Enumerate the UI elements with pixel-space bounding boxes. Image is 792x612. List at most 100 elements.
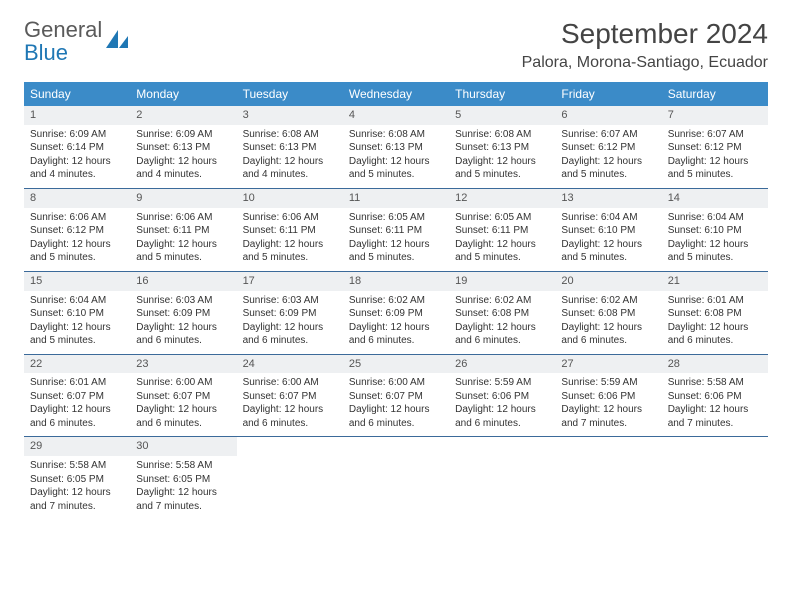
day-number: 12 <box>449 189 555 208</box>
sunrise-line: Sunrise: 6:04 AM <box>561 211 655 225</box>
daylight-line: Daylight: 12 hours and 6 minutes. <box>455 403 549 430</box>
daylight-line: Daylight: 12 hours and 6 minutes. <box>136 403 230 430</box>
daylight-line: Daylight: 12 hours and 6 minutes. <box>349 403 443 430</box>
day-header: Sunday <box>24 82 130 106</box>
calendar-cell: 8Sunrise: 6:06 AMSunset: 6:12 PMDaylight… <box>24 189 130 271</box>
day-number: 2 <box>130 106 236 125</box>
sunset-line: Sunset: 6:12 PM <box>668 141 762 155</box>
day-number: 9 <box>130 189 236 208</box>
day-number: 3 <box>237 106 343 125</box>
day-number: 10 <box>237 189 343 208</box>
sunrise-line: Sunrise: 6:08 AM <box>243 128 337 142</box>
sunrise-line: Sunrise: 5:58 AM <box>668 376 762 390</box>
sunrise-line: Sunrise: 6:07 AM <box>561 128 655 142</box>
sunset-line: Sunset: 6:09 PM <box>243 307 337 321</box>
calendar: Sunday Monday Tuesday Wednesday Thursday… <box>24 82 768 519</box>
page-title: September 2024 <box>522 18 768 50</box>
calendar-cell: 9Sunrise: 6:06 AMSunset: 6:11 PMDaylight… <box>130 189 236 271</box>
daylight-line: Daylight: 12 hours and 7 minutes. <box>136 486 230 513</box>
calendar-cell: 17Sunrise: 6:03 AMSunset: 6:09 PMDayligh… <box>237 272 343 354</box>
calendar-cell: 6Sunrise: 6:07 AMSunset: 6:12 PMDaylight… <box>555 106 661 188</box>
calendar-cell: 23Sunrise: 6:00 AMSunset: 6:07 PMDayligh… <box>130 355 236 437</box>
calendar-cell: 15Sunrise: 6:04 AMSunset: 6:10 PMDayligh… <box>24 272 130 354</box>
sunrise-line: Sunrise: 6:09 AM <box>136 128 230 142</box>
sunset-line: Sunset: 6:10 PM <box>668 224 762 238</box>
day-number: 13 <box>555 189 661 208</box>
sunset-line: Sunset: 6:14 PM <box>30 141 124 155</box>
day-number: 16 <box>130 272 236 291</box>
daylight-line: Daylight: 12 hours and 6 minutes. <box>136 321 230 348</box>
calendar-cell: 22Sunrise: 6:01 AMSunset: 6:07 PMDayligh… <box>24 355 130 437</box>
calendar-cell: 16Sunrise: 6:03 AMSunset: 6:09 PMDayligh… <box>130 272 236 354</box>
day-number: 6 <box>555 106 661 125</box>
sunrise-line: Sunrise: 6:06 AM <box>243 211 337 225</box>
sunrise-line: Sunrise: 6:00 AM <box>349 376 443 390</box>
day-header: Thursday <box>449 82 555 106</box>
daylight-line: Daylight: 12 hours and 5 minutes. <box>561 155 655 182</box>
sunrise-line: Sunrise: 6:07 AM <box>668 128 762 142</box>
sunset-line: Sunset: 6:11 PM <box>243 224 337 238</box>
daylight-line: Daylight: 12 hours and 6 minutes. <box>668 321 762 348</box>
day-number: 27 <box>555 355 661 374</box>
sunrise-line: Sunrise: 6:05 AM <box>349 211 443 225</box>
calendar-cell: 2Sunrise: 6:09 AMSunset: 6:13 PMDaylight… <box>130 106 236 188</box>
daylight-line: Daylight: 12 hours and 6 minutes. <box>455 321 549 348</box>
daylight-line: Daylight: 12 hours and 7 minutes. <box>30 486 124 513</box>
calendar-cell: 3Sunrise: 6:08 AMSunset: 6:13 PMDaylight… <box>237 106 343 188</box>
daylight-line: Daylight: 12 hours and 5 minutes. <box>349 238 443 265</box>
sunset-line: Sunset: 6:06 PM <box>561 390 655 404</box>
calendar-cell: 26Sunrise: 5:59 AMSunset: 6:06 PMDayligh… <box>449 355 555 437</box>
calendar-cell: 4Sunrise: 6:08 AMSunset: 6:13 PMDaylight… <box>343 106 449 188</box>
sunset-line: Sunset: 6:09 PM <box>136 307 230 321</box>
day-number: 4 <box>343 106 449 125</box>
sunset-line: Sunset: 6:11 PM <box>136 224 230 238</box>
day-number: 14 <box>662 189 768 208</box>
header: General Blue September 2024 Palora, Moro… <box>24 18 768 72</box>
sunset-line: Sunset: 6:08 PM <box>455 307 549 321</box>
sunset-line: Sunset: 6:08 PM <box>561 307 655 321</box>
daylight-line: Daylight: 12 hours and 6 minutes. <box>561 321 655 348</box>
day-header: Monday <box>130 82 236 106</box>
calendar-cell: 20Sunrise: 6:02 AMSunset: 6:08 PMDayligh… <box>555 272 661 354</box>
day-number: 29 <box>24 437 130 456</box>
sunset-line: Sunset: 6:06 PM <box>455 390 549 404</box>
day-number: 5 <box>449 106 555 125</box>
calendar-cell: 30Sunrise: 5:58 AMSunset: 6:05 PMDayligh… <box>130 437 236 519</box>
daylight-line: Daylight: 12 hours and 5 minutes. <box>561 238 655 265</box>
sunrise-line: Sunrise: 6:00 AM <box>243 376 337 390</box>
calendar-cell: 28Sunrise: 5:58 AMSunset: 6:06 PMDayligh… <box>662 355 768 437</box>
calendar-body: 1 Sunrise: 6:09 AM Sunset: 6:14 PM Daylight… <box>24 106 768 519</box>
day-number: 18 <box>343 272 449 291</box>
sunrise-line: Sunrise: 6:03 AM <box>243 294 337 308</box>
brand-line2: Blue <box>24 40 68 65</box>
daylight-line: Daylight: 12 hours and 7 minutes. <box>668 403 762 430</box>
sunrise-line: Sunrise: 6:02 AM <box>349 294 443 308</box>
day-number: 28 <box>662 355 768 374</box>
day-number: 17 <box>237 272 343 291</box>
sunrise-line: Sunrise: 5:58 AM <box>30 459 124 473</box>
sunset-line: Sunset: 6:09 PM <box>349 307 443 321</box>
daylight-line: Daylight: 12 hours and 6 minutes. <box>30 403 124 430</box>
calendar-cell: 10Sunrise: 6:06 AMSunset: 6:11 PMDayligh… <box>237 189 343 271</box>
sunrise-line: Sunrise: 5:59 AM <box>455 376 549 390</box>
calendar-row: 29Sunrise: 5:58 AMSunset: 6:05 PMDayligh… <box>24 436 768 519</box>
daylight-line: Daylight: 12 hours and 5 minutes. <box>349 155 443 182</box>
sunset-line: Sunset: 6:10 PM <box>561 224 655 238</box>
calendar-row: 8Sunrise: 6:06 AMSunset: 6:12 PMDaylight… <box>24 188 768 271</box>
day-number: 24 <box>237 355 343 374</box>
daylight-line: Daylight: 12 hours and 5 minutes. <box>668 238 762 265</box>
daylight-line: Daylight: 12 hours and 6 minutes. <box>349 321 443 348</box>
day-number: 25 <box>343 355 449 374</box>
calendar-cell: 11Sunrise: 6:05 AMSunset: 6:11 PMDayligh… <box>343 189 449 271</box>
daylight-line: Daylight: 12 hours and 5 minutes. <box>668 155 762 182</box>
sunrise-line: Sunrise: 6:08 AM <box>455 128 549 142</box>
sunset-line: Sunset: 6:11 PM <box>455 224 549 238</box>
day-number: 1 <box>24 106 130 125</box>
sunrise-line: Sunrise: 6:06 AM <box>30 211 124 225</box>
brand-line1: General <box>24 18 102 41</box>
sunrise-line: Sunrise: 6:01 AM <box>668 294 762 308</box>
sunset-line: Sunset: 6:13 PM <box>136 141 230 155</box>
sail-icon <box>104 28 130 54</box>
calendar-row: 1 Sunrise: 6:09 AM Sunset: 6:14 PM Daylight… <box>24 106 768 188</box>
calendar-cell: 25Sunrise: 6:00 AMSunset: 6:07 PMDayligh… <box>343 355 449 437</box>
